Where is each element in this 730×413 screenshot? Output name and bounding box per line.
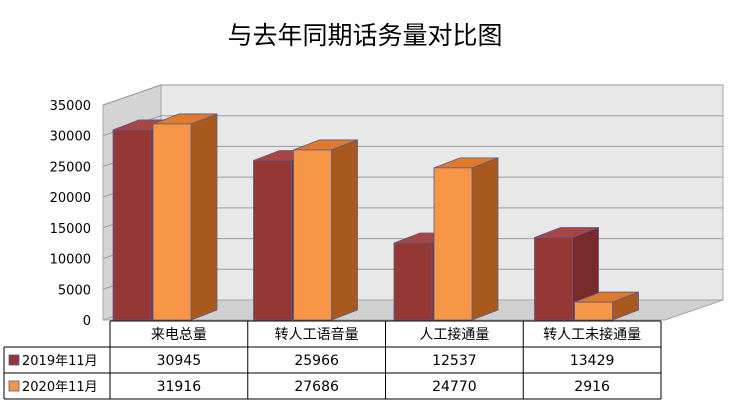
category-label: 转人工未接通量 (543, 326, 641, 343)
data-value: 25966 (294, 353, 339, 369)
bar-front (574, 301, 613, 321)
bar (574, 291, 639, 321)
bar-side (471, 157, 499, 321)
data-table: 来电总量 转人工语音量 人工接通量 转人工未接通量 2019年11月 30945 25966… (3, 320, 662, 400)
bar (152, 113, 218, 321)
y-tick-label: 15000 (50, 222, 91, 237)
chart-title: 与去年同期话务量对比图 (227, 21, 502, 50)
y-tick-label: 35000 (50, 99, 91, 114)
data-value: 27686 (294, 379, 339, 395)
legend-key (8, 354, 20, 366)
data-value: 31916 (157, 379, 202, 395)
category-label: 转人工语音量 (275, 326, 359, 343)
bar-front (253, 160, 292, 321)
y-tick-label: 10000 (50, 253, 91, 268)
category-label: 来电总量 (151, 327, 207, 343)
bar-front (393, 242, 433, 321)
y-tick-label: 20000 (50, 191, 91, 206)
series-name: 2020年11月 (22, 380, 98, 395)
bar-front (112, 129, 152, 321)
data-value: 12537 (432, 353, 477, 369)
y-tick-label: 30000 (50, 130, 91, 145)
category-label: 人工接通量 (419, 326, 489, 343)
bar-front (433, 167, 473, 321)
y-axis: 0 5000 10000 15000 20000 25000 30000 35000 (50, 99, 91, 329)
bar-front (534, 237, 573, 321)
bars (112, 113, 639, 321)
data-value: 30945 (157, 353, 202, 369)
y-tick-label: 5000 (58, 283, 91, 298)
series-name: 2019年11月 (22, 354, 98, 369)
gridline-side (102, 84, 162, 106)
y-tick-label: 0 (83, 314, 91, 329)
data-value: 2916 (574, 379, 610, 395)
y-tick-label: 25000 (50, 160, 91, 175)
bar (293, 139, 358, 321)
bar-front (152, 123, 192, 321)
data-value: 13429 (570, 353, 615, 369)
bar-side (331, 139, 358, 321)
data-value: 24770 (432, 379, 477, 395)
bar-side (190, 113, 218, 321)
legend-key (8, 380, 20, 392)
bar-front (293, 149, 332, 321)
bar (433, 157, 499, 321)
